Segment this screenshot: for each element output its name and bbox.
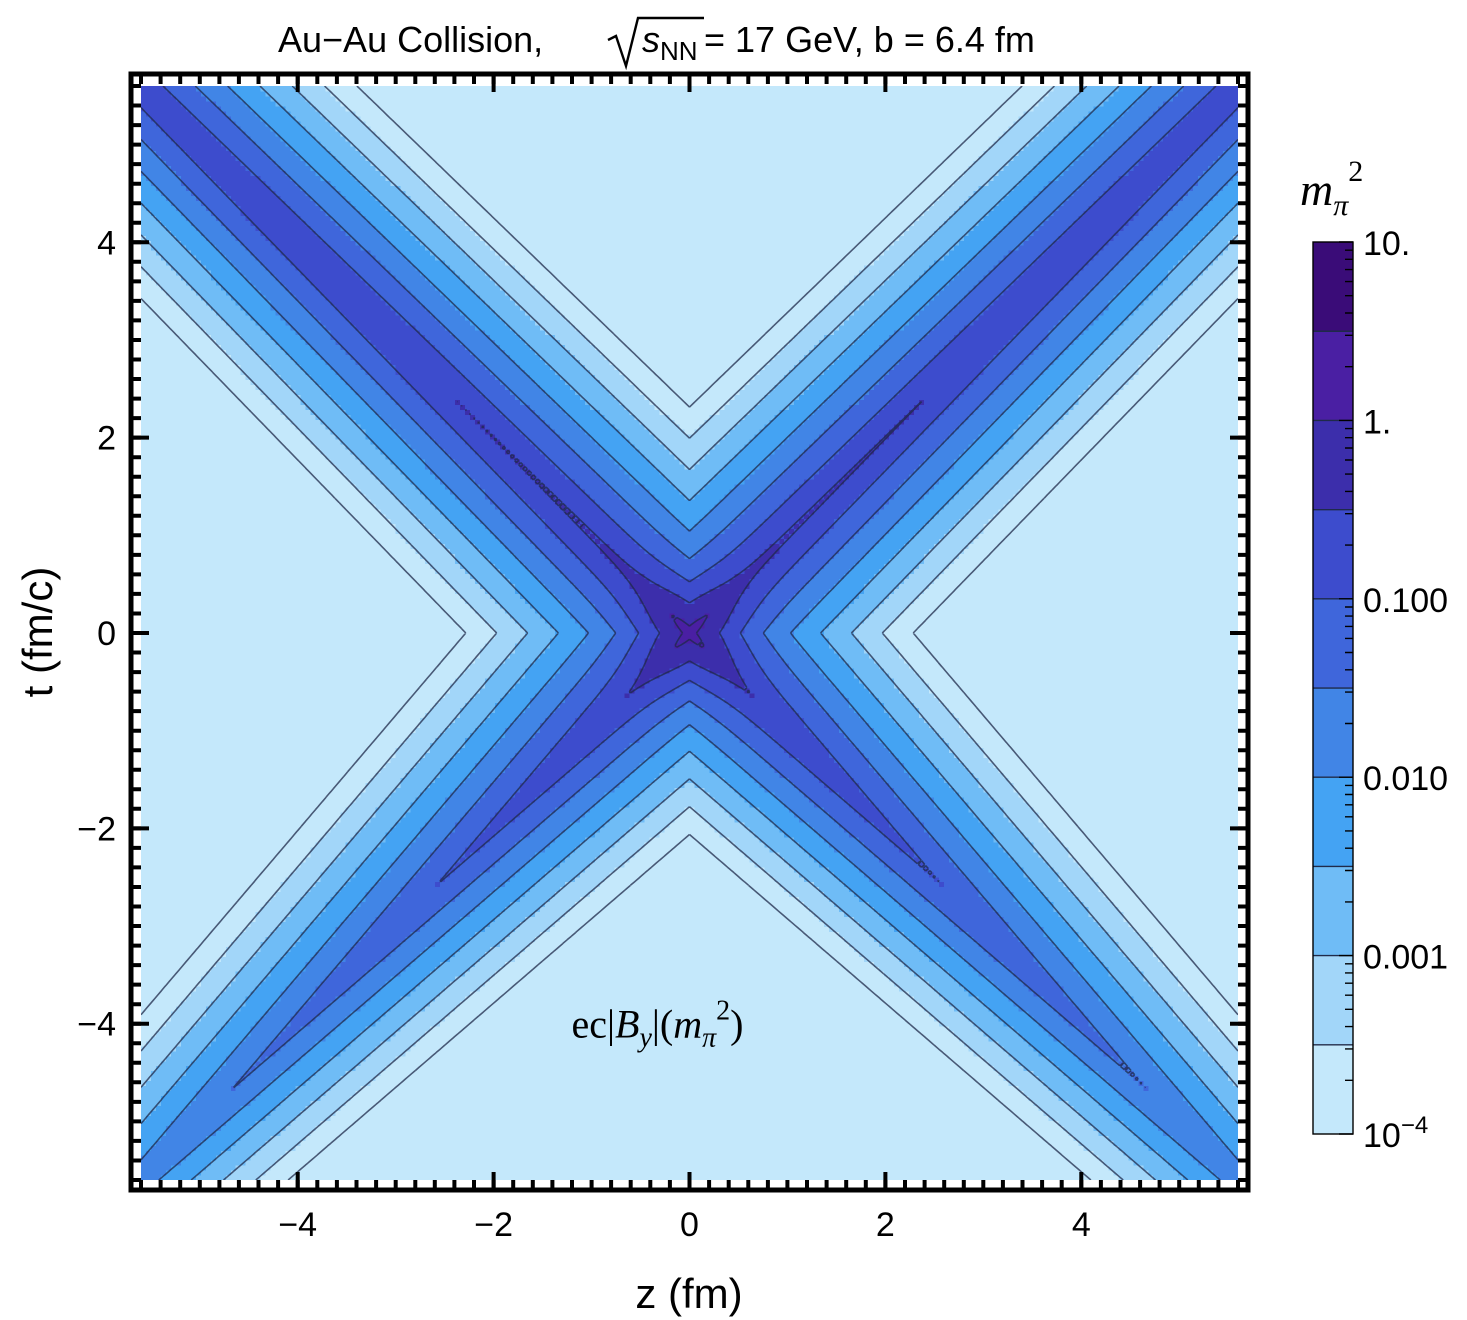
y-tick-label: −2 xyxy=(77,810,116,848)
contour-line-0 xyxy=(141,86,1238,1180)
contour-line-2 xyxy=(141,86,1238,1180)
contour-fill xyxy=(141,86,1238,1180)
y-tick-label: 4 xyxy=(97,224,116,262)
x-tick-label: 2 xyxy=(876,1206,895,1244)
colorbar-band-4 xyxy=(1313,688,1353,778)
colorbar-tick-label: 10−4 xyxy=(1363,1112,1428,1155)
y-tick-label: 0 xyxy=(97,615,116,653)
colorbar-label: mπ2 xyxy=(1300,155,1363,222)
colorbar-tick-label: 10. xyxy=(1363,225,1410,263)
contour-line-4 xyxy=(141,86,1238,1180)
contour-line-7 xyxy=(456,400,923,694)
y-tick-label: 2 xyxy=(97,420,116,458)
colorbar-frame xyxy=(1312,241,1354,1135)
colorbar-band-2 xyxy=(1313,866,1353,956)
colorbar-tick-label: 0.001 xyxy=(1363,939,1448,977)
contour-line-3 xyxy=(141,86,1238,1180)
colorbar-ticks xyxy=(1339,241,1353,1135)
x-axis-label: z (fm) xyxy=(635,1270,742,1317)
colorbar-band-6 xyxy=(1313,509,1353,599)
colorbar-band-9 xyxy=(1313,242,1353,332)
contour-line-8 xyxy=(670,614,709,648)
contour-line-6 xyxy=(141,86,1238,883)
chart-title: Au−Au Collision, sNN = 17 GeV, b = 6.4 f… xyxy=(278,16,1035,71)
colorbar-tick-label: 0.010 xyxy=(1363,760,1448,798)
y-tick-label: −4 xyxy=(77,1006,116,1044)
colorbar-band-low xyxy=(1313,1044,1353,1134)
y-axis-label: t (fm/c) xyxy=(14,567,61,698)
title-text: Au−Au Collision, xyxy=(278,19,543,60)
contour-line-5 xyxy=(141,86,1238,1089)
colorbar-band-7 xyxy=(1313,420,1353,510)
colorbar: 10. 1. 0.100 0.010 0.001 10−4 mπ2 xyxy=(1300,155,1448,1155)
title-sqrt-arg: sNN xyxy=(642,19,698,66)
colorbar-band-1 xyxy=(1313,955,1353,1045)
x-tick-label: −4 xyxy=(278,1206,317,1244)
colorbar-band-3 xyxy=(1313,777,1353,867)
field-annotation: ec|By|(mπ2) xyxy=(572,996,744,1054)
x-tick-label: −2 xyxy=(474,1206,513,1244)
sqrt-sign xyxy=(607,16,704,71)
colorbar-tick-label: 1. xyxy=(1363,403,1391,441)
x-tick-label: 0 xyxy=(680,1206,699,1244)
contour-lines xyxy=(141,86,1238,1180)
axes: −4 −2 0 2 4 −4 −2 0 2 4 z (fm) t (fm/c) xyxy=(14,71,1251,1317)
colorbar-band-8 xyxy=(1313,331,1353,421)
plot-area: ec|By|(mπ2) xyxy=(141,86,1238,1180)
colorbar-tick-label: 0.100 xyxy=(1363,582,1448,620)
title-suffix: = 17 GeV, b = 6.4 fm xyxy=(704,19,1035,60)
contour-line-1 xyxy=(141,86,1238,1180)
x-tick-label: 4 xyxy=(1072,1206,1091,1244)
colorbar-band-5 xyxy=(1313,598,1353,689)
